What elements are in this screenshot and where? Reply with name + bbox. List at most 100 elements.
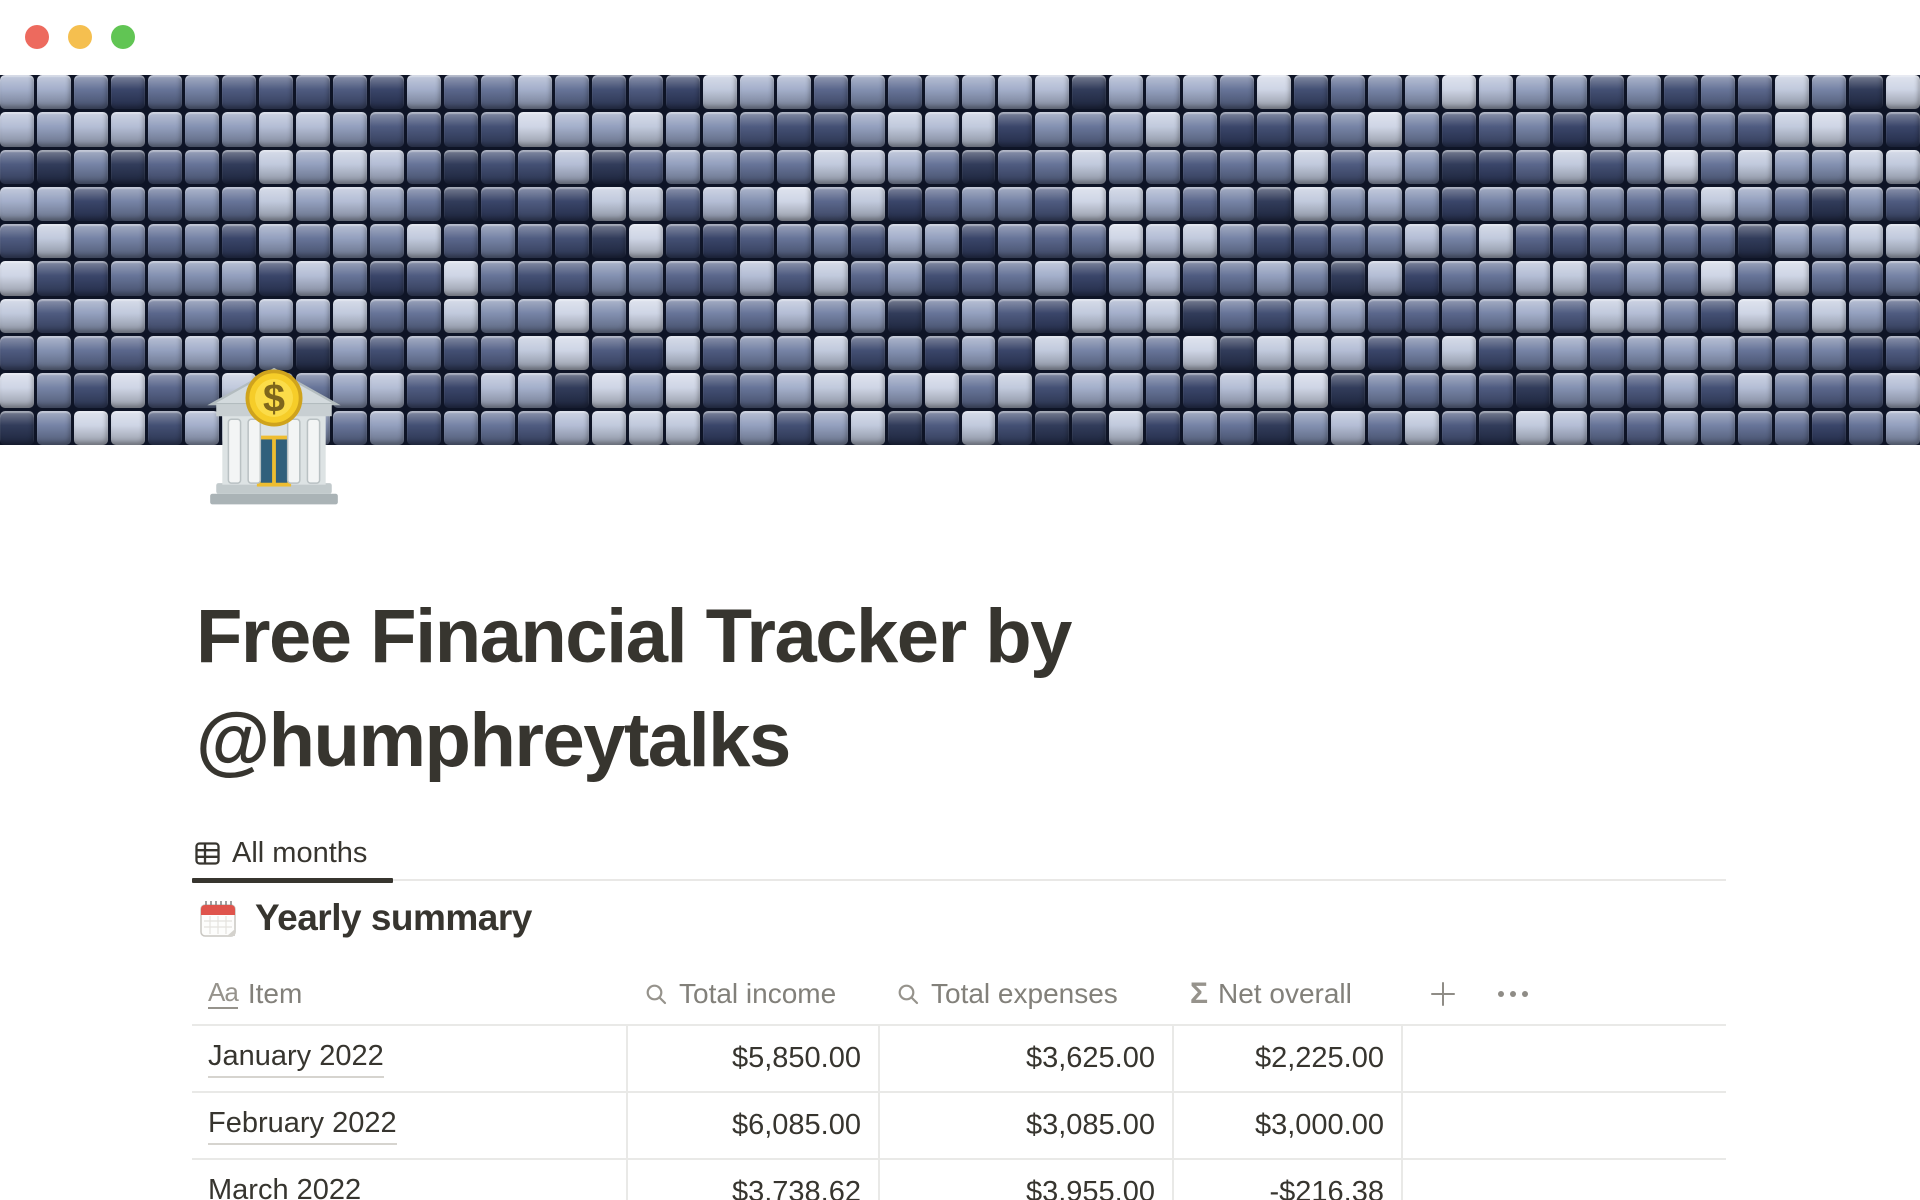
cover-tile bbox=[147, 410, 182, 445]
column-label: Net overall bbox=[1218, 978, 1352, 1009]
cover-tile bbox=[850, 336, 885, 371]
cover-tile bbox=[369, 112, 404, 147]
cover-tile bbox=[1775, 186, 1810, 222]
cover-tile bbox=[221, 75, 256, 110]
cover-tile bbox=[0, 373, 34, 408]
cover-tile bbox=[443, 224, 478, 259]
column-header-total-income[interactable]: Total income bbox=[628, 978, 880, 1010]
cover-tile bbox=[406, 373, 441, 408]
row-item-link[interactable]: March 2022 bbox=[192, 1160, 628, 1200]
row-item-link[interactable]: February 2022 bbox=[192, 1093, 628, 1160]
cover-tile bbox=[369, 410, 404, 445]
section-heading: Yearly summary bbox=[196, 896, 532, 940]
cover-tile bbox=[332, 298, 367, 334]
cover-tile bbox=[1405, 224, 1440, 259]
cover-tile bbox=[554, 373, 589, 408]
cover-tile bbox=[1257, 373, 1292, 408]
row-total-income: $3,738.62 bbox=[628, 1160, 880, 1200]
add-column-button[interactable] bbox=[1423, 974, 1463, 1014]
cover-tile bbox=[1257, 186, 1292, 222]
page-title[interactable]: Free Financial Tracker by @humphreytalks bbox=[196, 594, 1072, 783]
cover-tile bbox=[665, 298, 700, 334]
cover-tile bbox=[1183, 373, 1218, 408]
cover-tile bbox=[295, 336, 330, 371]
cover-tile bbox=[1368, 373, 1403, 408]
cover-tile bbox=[1294, 261, 1329, 296]
cover-tile bbox=[1183, 112, 1218, 147]
cover-tile bbox=[1849, 261, 1884, 296]
cover-tile bbox=[1331, 261, 1366, 296]
cover-tile bbox=[628, 224, 663, 259]
cover-tile bbox=[1553, 261, 1588, 296]
cover-tile bbox=[665, 112, 700, 147]
cover-tile bbox=[1812, 186, 1847, 222]
cover-tile bbox=[1220, 336, 1255, 371]
row-net-overall: $2,225.00 bbox=[1174, 1026, 1403, 1093]
cover-tile bbox=[1738, 112, 1773, 147]
column-header-total-expenses[interactable]: Total expenses bbox=[880, 978, 1174, 1010]
cover-tile bbox=[1109, 410, 1144, 445]
cover-tile bbox=[332, 224, 367, 259]
cover-tile bbox=[480, 224, 515, 259]
column-header-net-overall[interactable]: Σ Net overall bbox=[1174, 978, 1403, 1010]
cover-tile bbox=[1886, 373, 1920, 408]
cover-tile bbox=[665, 224, 700, 259]
row-item-link[interactable]: January 2022 bbox=[192, 1026, 628, 1093]
cover-tile bbox=[554, 410, 589, 445]
cover-tile bbox=[332, 112, 367, 147]
cover-tile bbox=[591, 75, 626, 110]
cover-tile bbox=[480, 261, 515, 296]
column-header-item[interactable]: Aa Item bbox=[192, 978, 628, 1010]
cover-tile bbox=[1442, 149, 1477, 184]
cover-tile bbox=[628, 149, 663, 184]
cover-tile bbox=[1257, 261, 1292, 296]
cover-tile bbox=[1146, 149, 1181, 184]
cover-tile bbox=[702, 186, 737, 222]
cover-tile bbox=[1664, 373, 1699, 408]
minimize-button[interactable] bbox=[68, 25, 92, 49]
cover-tile bbox=[1294, 410, 1329, 445]
cover-tile bbox=[1849, 298, 1884, 334]
cover-tile bbox=[1627, 224, 1662, 259]
table-header-controls bbox=[1403, 974, 1726, 1014]
cover-tile bbox=[1109, 149, 1144, 184]
cover-tile bbox=[1331, 186, 1366, 222]
cover-tile bbox=[1886, 298, 1920, 334]
cover-tile bbox=[1886, 410, 1920, 445]
cover-tile bbox=[147, 373, 182, 408]
cover-tile bbox=[36, 261, 71, 296]
row-spacer bbox=[1403, 1160, 1726, 1200]
cover-tile bbox=[776, 186, 811, 222]
cover-tile bbox=[73, 224, 108, 259]
cover-tile bbox=[702, 75, 737, 110]
tab-all-months[interactable]: All months bbox=[192, 818, 394, 883]
cover-tile bbox=[628, 112, 663, 147]
cover-tile bbox=[961, 298, 996, 334]
cover-tile bbox=[1257, 149, 1292, 184]
cover-tile bbox=[369, 336, 404, 371]
cover-tile bbox=[776, 373, 811, 408]
cover-tile bbox=[702, 112, 737, 147]
cover-tile bbox=[1368, 75, 1403, 110]
cover-tile bbox=[1442, 112, 1477, 147]
svg-text:$: $ bbox=[263, 377, 285, 421]
cover-tile bbox=[258, 298, 293, 334]
cover-tile bbox=[813, 75, 848, 110]
cover-tile bbox=[1294, 298, 1329, 334]
zoom-button[interactable] bbox=[111, 25, 135, 49]
close-button[interactable] bbox=[25, 25, 49, 49]
cover-tile bbox=[36, 186, 71, 222]
cover-tile bbox=[1220, 112, 1255, 147]
more-options-icon[interactable] bbox=[1493, 974, 1533, 1014]
cover-tile bbox=[554, 112, 589, 147]
table-body: January 2022 $5,850.00 $3,625.00 $2,225.… bbox=[192, 1026, 1726, 1200]
cover-tile bbox=[1035, 75, 1070, 110]
cover-tile bbox=[628, 336, 663, 371]
cover-tile bbox=[1849, 336, 1884, 371]
cover-tile bbox=[1590, 410, 1625, 445]
cover-tile bbox=[1257, 298, 1292, 334]
cover-tile bbox=[1331, 149, 1366, 184]
cover-tile bbox=[73, 373, 108, 408]
bank-icon[interactable]: $ bbox=[198, 360, 350, 512]
cover-tile bbox=[1331, 373, 1366, 408]
